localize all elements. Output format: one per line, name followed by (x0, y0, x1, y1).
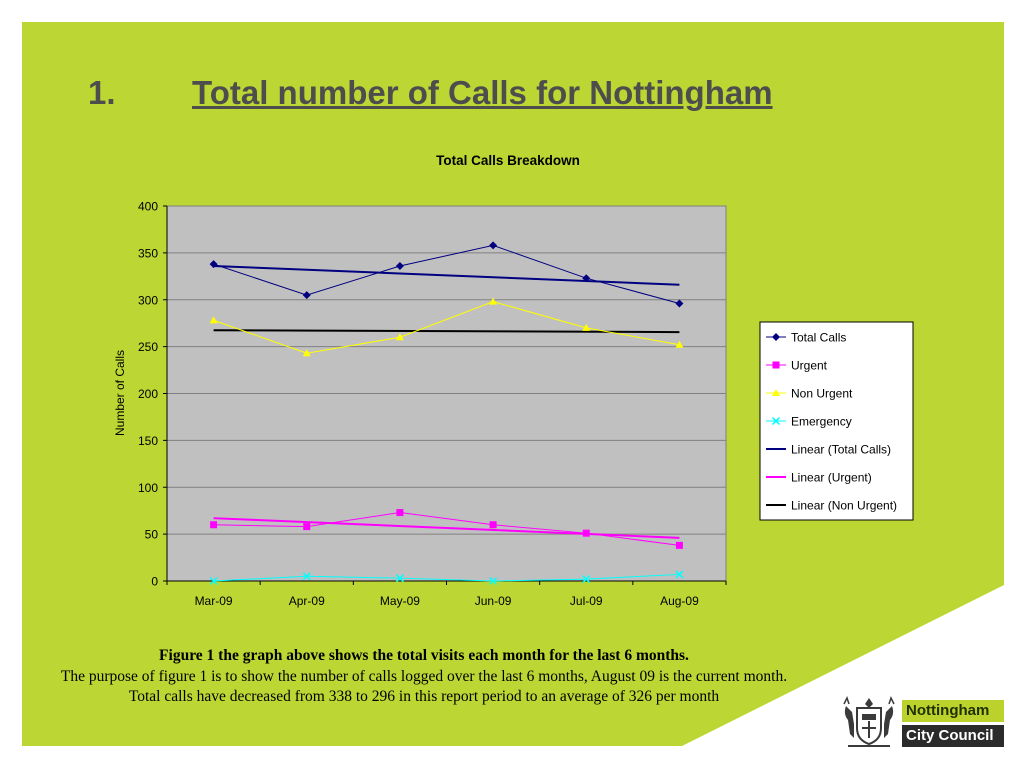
data-point (395, 574, 404, 583)
gridlines (167, 205, 726, 535)
trendlines (213, 265, 680, 539)
data-point (395, 333, 404, 341)
chart-title: Total Calls Breakdown (436, 153, 580, 168)
data-point (303, 523, 311, 531)
y-tick-label: 150 (138, 434, 158, 448)
x-tick-label: Jun-09 (475, 594, 512, 608)
trendline (213, 517, 680, 539)
caption-heading: Figure 1 the graph above shows the total… (159, 647, 689, 664)
legend-label: Urgent (791, 359, 828, 373)
data-point-stroke (209, 576, 218, 586)
data-point-stroke (771, 416, 781, 426)
data-point (675, 570, 684, 579)
x-tick-label: May-09 (380, 594, 420, 608)
x-tick-label: Aug-09 (660, 594, 699, 608)
logo-line-1: Nottingham (902, 700, 1004, 722)
slide-title: 1. Total number of Calls for Nottingham (88, 74, 773, 112)
trendline (213, 265, 680, 286)
legend-label: Linear (Urgent) (791, 471, 872, 485)
data-point (582, 575, 591, 584)
data-point (772, 389, 780, 396)
x-tick-label: Mar-09 (195, 594, 233, 608)
caption-body: The purpose of figure 1 is to show the n… (60, 667, 788, 706)
series-line (213, 512, 680, 546)
data-series (209, 241, 684, 586)
y-tick-label: 250 (138, 340, 158, 354)
x-tick-label: Apr-09 (289, 594, 325, 608)
legend-label: Linear (Non Urgent) (791, 499, 897, 513)
x-tick-label: Jul-09 (570, 594, 603, 608)
data-point (209, 576, 218, 586)
series-line (213, 244, 680, 304)
y-tick-label: 50 (145, 528, 159, 542)
data-point (772, 361, 780, 369)
data-point (489, 576, 498, 586)
data-point (396, 509, 404, 517)
y-tick-label: 300 (138, 293, 158, 307)
legend-label: Linear (Total Calls) (791, 443, 891, 457)
data-point (675, 340, 684, 348)
data-point (772, 333, 780, 341)
series-line (213, 573, 680, 582)
data-point (675, 541, 683, 549)
slide-number: 1. (88, 74, 116, 111)
data-point (302, 572, 311, 581)
legend-label: Total Calls (791, 331, 846, 345)
coat-of-arms-icon (843, 696, 895, 747)
data-point-stroke (302, 572, 311, 581)
data-point (771, 416, 781, 426)
figure-caption: Figure 1 the graph above shows the total… (60, 646, 788, 708)
data-point (209, 260, 218, 269)
trendline (213, 329, 680, 334)
series-line (213, 301, 680, 354)
chart-legend: Total Calls Urgent Non Urgent Emergency Line… (759, 321, 914, 521)
data-point-stroke (395, 574, 404, 583)
y-tick-label: 400 (138, 200, 158, 214)
data-point (582, 323, 591, 331)
legend-label: Emergency (791, 415, 852, 429)
legend-label: Non Urgent (791, 387, 853, 401)
y-tick-label: 100 (138, 481, 158, 495)
data-point (395, 262, 404, 270)
data-point (489, 521, 497, 529)
data-point (209, 316, 218, 324)
data-point (489, 297, 498, 305)
slide-title-text: Total number of Calls for Nottingham (192, 74, 773, 111)
data-point-stroke (675, 570, 684, 579)
data-point (582, 529, 590, 537)
data-point-stroke (489, 576, 498, 586)
data-point (582, 274, 591, 283)
data-point (210, 521, 218, 529)
data-point (675, 299, 684, 308)
y-tick-label: 0 (151, 575, 158, 589)
data-point (302, 349, 311, 357)
y-tick-label: 200 (138, 387, 158, 401)
y-tick-label: 350 (138, 246, 158, 260)
nottingham-city-council-logo: Nottingham City Council (840, 694, 1010, 752)
logo-line-2: City Council (902, 725, 1004, 747)
y-axis-label: Number of Calls (113, 350, 127, 436)
data-point-stroke (582, 575, 591, 584)
data-point (302, 291, 311, 300)
axes: 0 50 100 150 200 250 300 350 400 Mar-09 Apr-09 May-… (138, 200, 727, 608)
data-point (489, 241, 498, 250)
